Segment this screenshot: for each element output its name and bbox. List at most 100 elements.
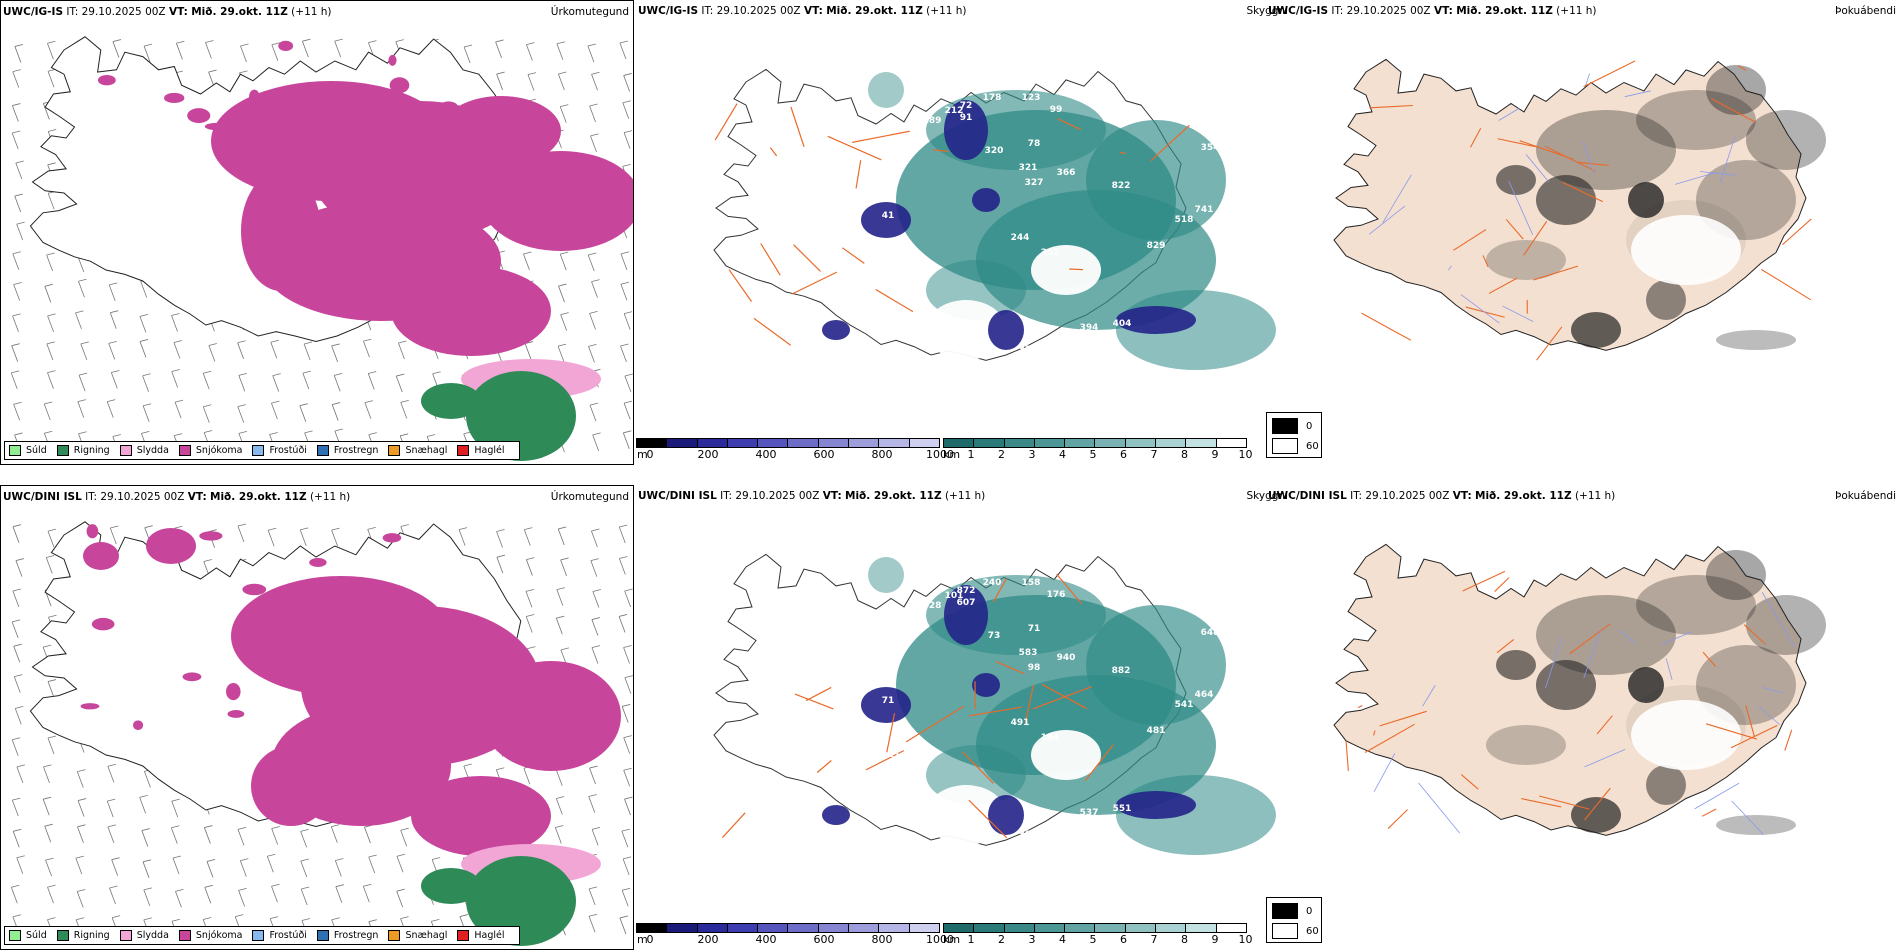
wind-barb xyxy=(395,375,403,393)
colorbar-bin xyxy=(697,439,728,447)
legend-item: Súld xyxy=(9,930,47,941)
road xyxy=(1084,744,1114,782)
snow-spot xyxy=(278,40,294,52)
wind-barb xyxy=(139,797,147,814)
wind-barb xyxy=(300,831,308,848)
wind-barb xyxy=(620,253,628,271)
wind-barb xyxy=(266,856,274,873)
colorbar-bin xyxy=(909,924,939,932)
visibility-tick: 6 xyxy=(1120,448,1127,461)
wind-barb-flag xyxy=(459,914,469,917)
legend-label: Slydda xyxy=(136,445,169,456)
colorbar-bin xyxy=(1186,439,1217,447)
visibility-colorbar: km 1 2 3 4 5 6 7 8 9 10 xyxy=(943,438,1273,464)
it-label: IT: xyxy=(1331,5,1344,17)
wind-barb-flag xyxy=(618,614,628,617)
wind-barb xyxy=(271,828,279,845)
road xyxy=(1482,255,1489,268)
wind-barb xyxy=(300,888,308,906)
wind-barb xyxy=(43,766,50,784)
fog-low-swatch xyxy=(1272,438,1298,454)
wind-barb-flag xyxy=(302,38,311,42)
low-ceiling-area xyxy=(988,795,1024,835)
wind-barb-flag xyxy=(238,887,247,891)
wind-barb-flag xyxy=(496,71,505,75)
wind-barb xyxy=(623,737,631,754)
wind-barb-flag xyxy=(302,370,311,374)
legend-item: Frostúði xyxy=(252,930,307,941)
wind-barb xyxy=(42,103,50,120)
wind-barb xyxy=(237,342,244,359)
wind-barb xyxy=(334,860,342,877)
low-ceiling-area xyxy=(988,310,1024,350)
low-ceiling-area xyxy=(1116,791,1196,819)
snow-spot xyxy=(227,710,245,718)
road xyxy=(1357,705,1363,709)
ceiling-colorbar: m 0 200 400 600 800 1000 xyxy=(636,923,954,949)
wind-barb xyxy=(589,313,596,330)
wind-barb xyxy=(11,739,19,756)
road xyxy=(1032,686,1093,710)
wind-barb xyxy=(173,342,181,359)
wind-barb-flag xyxy=(334,428,343,432)
wind-barb xyxy=(555,798,563,815)
ceiling-value-label: 404 xyxy=(1113,319,1132,329)
wind-barb-flag xyxy=(623,130,633,133)
wind-barb-flag xyxy=(592,589,601,592)
snow-spot xyxy=(164,92,185,104)
wind-barb-flag xyxy=(46,252,55,256)
wind-barb-flag xyxy=(14,193,23,197)
wind-barb xyxy=(560,559,567,577)
visibility-tick: 6 xyxy=(1120,933,1127,946)
colorbar-bin xyxy=(1186,924,1217,932)
legend-label: Frostregn xyxy=(333,445,379,456)
wind-barb xyxy=(623,75,631,92)
precip-type-panel: Súld Rigning Slydda Snjókoma Frostúði Frostre… xyxy=(0,0,634,465)
wind-barb-flag xyxy=(619,915,628,919)
colorbar-bin xyxy=(1125,439,1157,447)
wind-barb xyxy=(623,132,631,149)
wind-barb xyxy=(171,315,178,332)
wind-barb-flag xyxy=(174,525,183,529)
road xyxy=(769,147,778,157)
wind-barb-flag xyxy=(107,798,116,802)
panel-title: Skyggni xyxy=(1246,490,1289,502)
wind-barb xyxy=(12,315,19,333)
wind-barb-flag xyxy=(591,645,601,649)
snow-spot xyxy=(91,617,115,631)
wind-barb-flag xyxy=(112,434,121,437)
wind-barb xyxy=(13,646,21,663)
road xyxy=(1488,277,1518,294)
ceiling-tick: 800 xyxy=(871,448,893,461)
wind-barb xyxy=(12,590,20,608)
snow-area xyxy=(411,776,551,856)
colorbar-bin xyxy=(1034,439,1066,447)
wind-barb-flag xyxy=(331,527,340,531)
fog-area xyxy=(1696,645,1796,725)
panel-header: UWC/DINI ISL IT: 29.10.2025 00Z VT: Mið.… xyxy=(1268,490,1615,502)
wind-barb-flag xyxy=(203,559,212,562)
wind-barb-flag xyxy=(238,430,247,434)
visibility-colorbar: km 1 2 3 4 5 6 7 8 9 10 xyxy=(943,923,1273,949)
wind-barb-flag xyxy=(624,400,633,404)
wind-barb xyxy=(11,800,19,817)
wind-barb-flag xyxy=(15,706,24,709)
wind-barb-flag xyxy=(363,338,372,342)
wind-barb xyxy=(557,346,565,363)
wind-barb-flag xyxy=(331,824,340,828)
ceiling-value-label: 176 xyxy=(1047,590,1066,600)
clear-area xyxy=(926,785,1006,845)
ceiling-tick: 1000 xyxy=(926,933,954,946)
ceiling-value-label: 330 xyxy=(1019,345,1038,355)
wind-barb-flag xyxy=(400,524,409,527)
colorbar-bin xyxy=(1095,439,1126,447)
wind-barb-flag xyxy=(12,130,21,134)
wind-barb xyxy=(591,530,598,548)
fog-high-swatch xyxy=(1272,418,1298,434)
snow-spot xyxy=(226,682,241,701)
wind-barb xyxy=(202,373,210,390)
road xyxy=(1453,229,1487,251)
road xyxy=(1584,787,1611,821)
ceiling-value-label: 73 xyxy=(1010,866,1023,876)
colorbar-bin xyxy=(1156,924,1187,932)
